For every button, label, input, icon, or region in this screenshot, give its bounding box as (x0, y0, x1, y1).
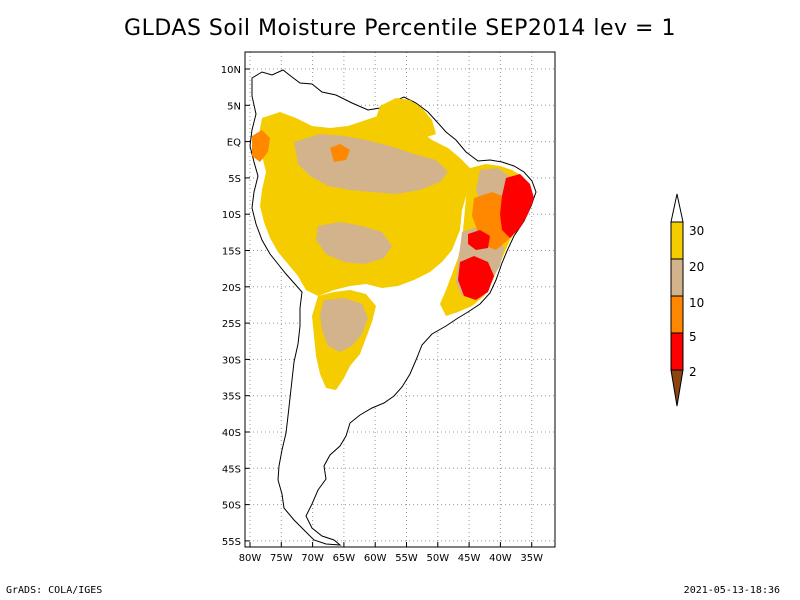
lon-tick-labels: 80W 75W 70W 65W 60W 55W 50W 45W 40W 35W (239, 553, 543, 564)
lon-tick-label: 35W (520, 553, 543, 564)
colorbar-label-20: 20 (689, 260, 704, 274)
region-20-30-guiana (376, 98, 436, 138)
map-title: GLDAS Soil Moisture Percentile SEP2014 l… (124, 16, 676, 41)
colorbar-top-arrow (670, 193, 684, 223)
footer-credit: GrADS: COLA/IGES (6, 585, 103, 596)
colorbar-label-10: 10 (689, 296, 704, 310)
lat-tick-label: 10N (221, 65, 241, 76)
lat-tick-labels: 10N 5N EQ 5S 10S 15S 20S 25S 30S 35S 40S 45S 50S 55S (221, 65, 241, 548)
colorbar-5-10 (670, 295, 684, 334)
lon-tick-label: 75W (270, 553, 293, 564)
lon-tick-label: 50W (426, 553, 449, 564)
colorbar-20-30 (670, 221, 684, 260)
lat-tick-label: 20S (222, 283, 241, 294)
lat-tick-label: EQ (227, 138, 241, 149)
lat-tick-label: 30S (222, 355, 241, 366)
region-5-10-west (252, 130, 270, 162)
lat-tick-label: 55S (222, 537, 241, 548)
lon-tick-label: 45W (458, 553, 481, 564)
map-frame (244, 51, 556, 548)
lat-grid-lines (245, 68, 555, 542)
region-5-10-central (330, 144, 350, 162)
colorbar-label-2: 2 (689, 365, 697, 379)
colorbar: 30 20 10 5 2 (670, 193, 704, 407)
region-2-5-small (468, 230, 490, 250)
region-2-5-se (458, 256, 494, 300)
lat-tick-label: 25S (222, 319, 241, 330)
soil-moisture-field (249, 69, 537, 546)
colorbar-10-20 (670, 258, 684, 297)
lat-tick-label: 45S (222, 464, 241, 475)
lat-tick-label: 10S (222, 210, 241, 221)
colorbar-2-5 (670, 332, 684, 371)
lat-tick-label: 15S (222, 247, 241, 258)
region-10-20-central (316, 222, 392, 264)
lat-tick-label: 35S (222, 392, 241, 403)
lon-tick-label: 80W (239, 553, 262, 564)
lon-tick-label: 55W (395, 553, 418, 564)
region-2-5-ne-coast (500, 174, 534, 238)
lon-tick-label: 60W (364, 553, 387, 564)
colorbar-bottom-arrow (670, 369, 684, 407)
lat-tick-label: 50S (222, 501, 241, 512)
footer-timestamp: 2021-05-13-18:36 (683, 585, 780, 596)
lon-tick-label: 70W (301, 553, 324, 564)
lon-tick-label: 40W (489, 553, 512, 564)
region-10-20-south (320, 298, 368, 352)
colorbar-label-30: 30 (689, 224, 704, 238)
lat-tick-label: 5N (227, 101, 241, 112)
lat-tick-label: 40S (222, 428, 241, 439)
lon-tick-label: 65W (333, 553, 356, 564)
lat-tick-label: 5S (228, 174, 241, 185)
colorbar-label-5: 5 (689, 330, 697, 344)
